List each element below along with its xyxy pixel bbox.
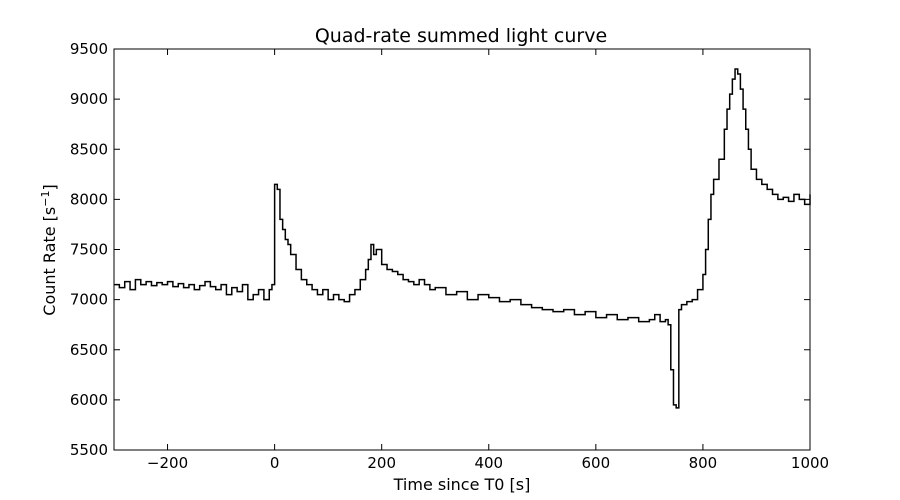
y-tick-label: 7500 [70, 241, 108, 259]
x-tick-label: 0 [270, 454, 280, 472]
y-axis-label-main: Count Rate [s [40, 207, 59, 316]
y-tick-label: 8000 [70, 190, 108, 208]
y-tick-label: 8500 [70, 140, 108, 158]
y-tick-label: 6500 [70, 341, 108, 359]
y-axis-label: Count Rate [s−1] [39, 184, 60, 315]
plot-frame [113, 48, 811, 451]
x-axis-label: Time since T0 [s] [393, 475, 531, 494]
y-tick-label: 9500 [70, 40, 108, 58]
x-tick-label: 200 [367, 454, 396, 472]
y-tick-label: 9000 [70, 90, 108, 108]
plot-layer [114, 68, 811, 409]
y-tick-label: 5500 [70, 441, 108, 459]
y-tick-label: 7000 [70, 291, 108, 309]
y-axis-label-exponent: −1 [39, 191, 52, 207]
x-tick-label: 800 [689, 454, 718, 472]
chart-title: Quad-rate summed light curve [315, 25, 607, 47]
x-tick-label: −200 [147, 454, 188, 472]
y-axis-label-end: ] [40, 184, 59, 190]
x-tick-label: 400 [474, 454, 503, 472]
x-tick-label: 600 [582, 454, 611, 472]
x-tick-label: 1000 [791, 454, 829, 472]
light-curve-line [114, 68, 811, 409]
ticks-layer: −200 0 200 400 600 800 1000 5500 6000 6500 7000 750… [70, 40, 829, 472]
y-tick-label: 6000 [70, 391, 108, 409]
